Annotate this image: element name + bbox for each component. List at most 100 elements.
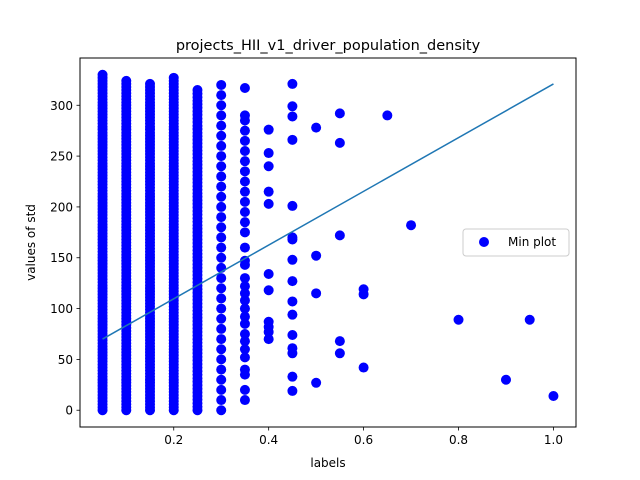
scatter-point — [311, 122, 322, 133]
scatter-point — [287, 296, 298, 307]
scatter-point — [97, 69, 108, 80]
legend-marker-icon — [479, 237, 489, 247]
x-tick-label: 0.8 — [449, 433, 468, 447]
scatter-point — [239, 242, 250, 253]
y-tick-label: 300 — [50, 99, 73, 113]
scatter-point — [334, 348, 345, 359]
scatter-point — [216, 100, 227, 111]
scatter-point — [239, 295, 250, 306]
scatter-point — [239, 115, 250, 126]
scatter-point — [239, 395, 250, 406]
scatter-point — [216, 90, 227, 101]
scatter-point — [239, 352, 250, 363]
scatter-point — [216, 395, 227, 406]
scatter-point — [216, 130, 227, 141]
legend: Min plot — [462, 228, 570, 257]
trend-line — [102, 83, 554, 340]
scatter-point — [287, 101, 298, 112]
scatter-point — [216, 252, 227, 263]
scatter-point — [216, 334, 227, 345]
scatter-point — [239, 259, 250, 270]
scatter-point — [239, 328, 250, 339]
scatter-point — [334, 108, 345, 119]
scatter-point — [239, 176, 250, 187]
y-tick-label: 50 — [58, 353, 73, 367]
scatter-point — [168, 72, 179, 83]
scatter-point — [358, 289, 369, 300]
x-axis-ticks: 0.2 0.4 0.6 0.8 1.0 — [164, 427, 563, 447]
scatter-point — [239, 82, 250, 93]
scatter-point — [263, 198, 274, 209]
scatter-point — [216, 201, 227, 212]
scatter-point — [239, 273, 250, 284]
scatter-point — [263, 186, 274, 197]
x-tick-label: 0.4 — [259, 433, 278, 447]
scatter-point — [287, 330, 298, 341]
scatter-point — [216, 232, 227, 243]
scatter-point — [453, 314, 464, 325]
scatter-points — [97, 69, 559, 416]
scatter-point — [287, 385, 298, 396]
scatter-point — [287, 111, 298, 122]
x-tick-label: 0.2 — [164, 433, 183, 447]
scatter-point — [239, 303, 250, 314]
axes-frame — [79, 57, 577, 428]
scatter-point — [406, 220, 417, 231]
scatter-point — [263, 161, 274, 172]
x-axis-label: labels — [310, 456, 345, 470]
scatter-point — [216, 79, 227, 90]
chart-title: projects_HII_v1_driver_population_densit… — [176, 38, 481, 54]
legend-box — [462, 228, 570, 257]
scatter-point — [239, 156, 250, 167]
scatter-point — [216, 344, 227, 355]
y-tick-label: 250 — [50, 150, 73, 164]
scatter-point — [216, 171, 227, 182]
scatter-point — [239, 196, 250, 207]
scatter-point — [216, 161, 227, 172]
scatter-point — [358, 362, 369, 373]
scatter-point — [263, 269, 274, 280]
scatter-point — [216, 303, 227, 314]
scatter-point — [548, 390, 559, 401]
y-tick-label: 0 — [65, 404, 73, 418]
y-axis-ticks: 0 50 100 150 200 250 300 — [50, 99, 80, 418]
scatter-point — [239, 288, 250, 299]
scatter-point — [287, 348, 298, 359]
legend-label: Min plot — [508, 235, 556, 249]
scatter-point — [239, 207, 250, 218]
scatter-point — [287, 309, 298, 320]
x-tick-label: 1.0 — [544, 433, 563, 447]
y-tick-label: 200 — [50, 200, 73, 214]
scatter-point — [311, 377, 322, 388]
scatter-point — [216, 120, 227, 131]
scatter-point — [287, 276, 298, 287]
scatter-point — [239, 217, 250, 228]
scatter-point — [263, 124, 274, 135]
scatter-point — [216, 313, 227, 324]
trend-line-layer — [102, 83, 554, 340]
scatter-point — [216, 181, 227, 192]
scatter-point — [239, 344, 250, 355]
scatter-point — [216, 191, 227, 202]
scatter-point — [287, 200, 298, 211]
scatter-point — [311, 250, 322, 261]
scatter-point — [311, 288, 322, 299]
scatter-point — [263, 326, 274, 337]
scatter-point — [263, 334, 274, 345]
scatter-point — [239, 369, 250, 380]
scatter-point — [121, 75, 132, 86]
scatter-point — [192, 85, 203, 96]
scatter-point — [216, 323, 227, 334]
scatter-point — [334, 336, 345, 347]
scatter-point — [239, 125, 250, 136]
scatter-point — [287, 234, 298, 245]
x-tick-label: 0.6 — [354, 433, 373, 447]
scatter-point — [216, 384, 227, 395]
scatter-point — [239, 186, 250, 197]
scatter-point — [216, 151, 227, 162]
scatter-point — [239, 318, 250, 329]
scatter-point — [287, 371, 298, 382]
scatter-point — [239, 281, 250, 292]
scatter-point — [287, 254, 298, 265]
scatter-point — [216, 222, 227, 233]
